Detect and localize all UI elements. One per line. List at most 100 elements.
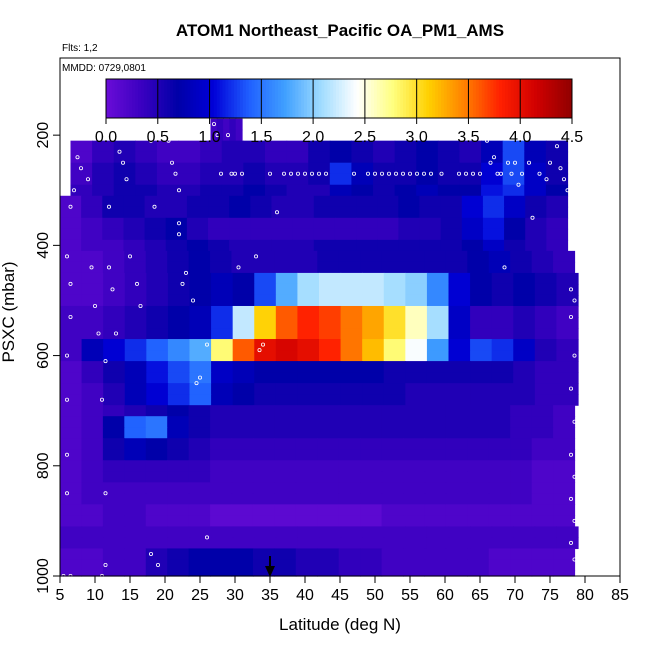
heatmap-cell — [167, 405, 190, 417]
sample-point — [288, 171, 293, 176]
heatmap-cell — [308, 140, 331, 153]
heatmap-cell — [243, 162, 266, 175]
heatmap-cell — [362, 305, 385, 318]
chart-title: ATOM1 Northeast_Pacific OA_PM1_AMS — [176, 21, 504, 40]
heatmap-cell — [231, 570, 254, 577]
heatmap-cell — [188, 482, 211, 494]
heatmap-cell — [373, 173, 396, 186]
heatmap-cell — [167, 283, 191, 296]
heatmap-cell — [502, 162, 525, 175]
heatmap-cell — [383, 350, 406, 362]
heatmap-cell — [319, 537, 342, 550]
heatmap-cell — [167, 460, 190, 472]
heatmap-cell — [534, 272, 558, 285]
heatmap-cell — [426, 317, 450, 329]
heatmap-cell — [146, 526, 169, 539]
heatmap-cell — [286, 184, 309, 197]
heatmap-cell — [426, 526, 450, 539]
heatmap-cell — [513, 317, 536, 329]
heatmap-cell — [295, 482, 318, 494]
sample-point — [537, 171, 542, 176]
heatmap-cell — [416, 151, 439, 164]
heatmap-cell — [235, 129, 243, 142]
heatmap-cell — [491, 328, 514, 340]
colorbar-segment — [254, 79, 258, 118]
heatmap-cell — [124, 438, 147, 450]
heatmap-cell — [167, 250, 190, 263]
sample-point — [572, 353, 577, 358]
colorbar-segment — [344, 79, 349, 118]
heatmap-cell — [297, 294, 320, 307]
y-axis: 200 400 600 800 1000 — [35, 122, 61, 594]
heatmap-cell — [419, 217, 442, 230]
heatmap-cell — [210, 471, 233, 483]
heatmap-cell — [360, 570, 383, 577]
heatmap-cell — [491, 361, 514, 373]
heatmap-cell — [103, 317, 126, 329]
heatmap-cell — [210, 438, 233, 450]
heatmap-cell — [448, 361, 471, 373]
heatmap-cell — [275, 305, 299, 318]
heatmap-cell — [362, 294, 385, 307]
heatmap-cell — [381, 471, 404, 483]
colorbar-tick-label: 3.5 — [457, 129, 479, 146]
heatmap-cell — [81, 361, 104, 373]
heatmap-cell — [534, 394, 558, 406]
colorbar-segment — [516, 79, 521, 118]
heatmap-cell — [275, 328, 299, 340]
heatmap-cell — [445, 471, 468, 483]
heatmap-cell — [188, 493, 211, 505]
colorbar-segment — [242, 79, 247, 118]
heatmap-cell — [546, 217, 569, 230]
sample-point — [513, 160, 518, 165]
sample-point — [243, 133, 248, 138]
sample-point — [302, 171, 307, 176]
heatmap-cell — [252, 515, 275, 527]
heatmap-cell — [319, 328, 342, 340]
heatmap-cell — [491, 305, 514, 318]
heatmap-cell — [488, 515, 511, 527]
colorbar-segment — [566, 79, 570, 118]
heatmap-cell — [416, 173, 439, 186]
sample-point — [176, 221, 181, 226]
sample-point — [232, 171, 237, 176]
heatmap-cell — [232, 339, 255, 351]
heatmap-cell — [531, 559, 554, 572]
heatmap-cell — [545, 162, 569, 175]
sample-point — [393, 171, 398, 176]
heatmap-cell — [531, 548, 554, 561]
colorbar-segment — [178, 79, 183, 118]
heatmap-cell — [81, 339, 104, 351]
x-tick-label: 45 — [331, 587, 349, 604]
sample-point — [114, 331, 119, 336]
colorbar-segment — [525, 79, 529, 118]
heatmap-cell — [534, 305, 558, 318]
heatmap-cell — [356, 195, 378, 208]
heatmap-cell — [510, 416, 533, 428]
heatmap-cell — [319, 272, 342, 285]
heatmap-cell — [232, 272, 255, 285]
heatmap-cell — [553, 250, 576, 263]
heatmap-cell — [232, 526, 255, 539]
sample-point — [274, 210, 279, 215]
heatmap-cell — [488, 548, 511, 561]
heatmap-cell — [156, 162, 180, 175]
heatmap-cell — [188, 504, 211, 516]
heatmap-cell — [156, 184, 180, 197]
sample-point — [68, 314, 73, 319]
heatmap-cell — [461, 239, 484, 252]
heatmap-cell — [504, 206, 526, 219]
heatmap-cell — [403, 438, 426, 450]
heatmap-cell — [200, 151, 223, 164]
colorbar-segment — [478, 79, 483, 118]
heatmap-cell — [553, 460, 576, 472]
heatmap-cell — [274, 261, 297, 274]
heatmap-cell — [334, 217, 357, 230]
heatmap-cell — [398, 239, 421, 252]
heatmap-cell — [317, 515, 340, 527]
heatmap-cell — [488, 261, 511, 274]
sample-point — [65, 491, 70, 496]
heatmap-cell — [360, 504, 383, 516]
heatmap-cell — [467, 405, 490, 417]
heatmap-cell — [556, 305, 579, 318]
